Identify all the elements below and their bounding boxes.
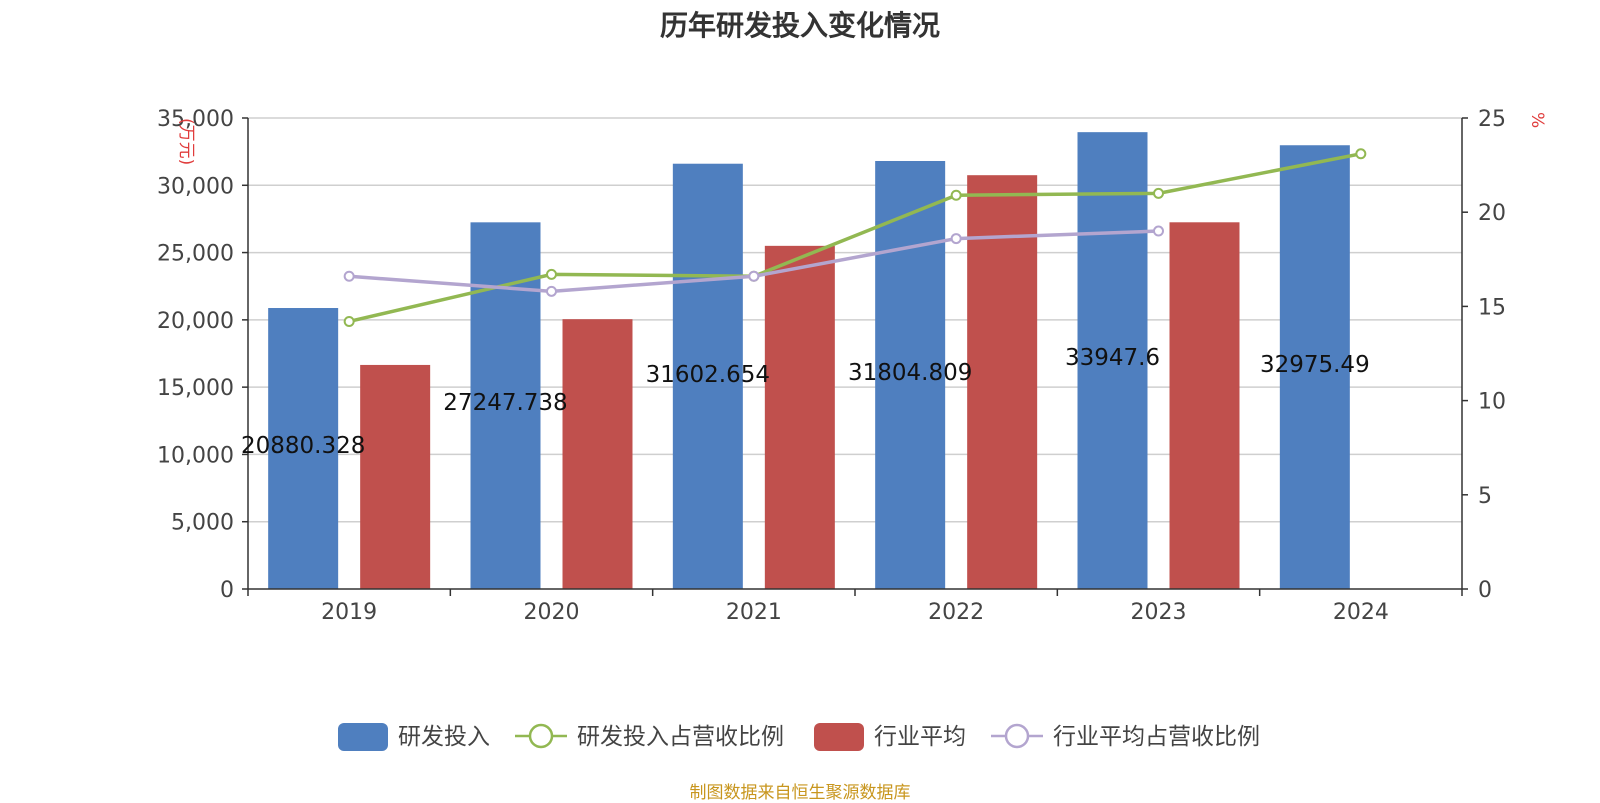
data-label-rd-investment: 31602.654 (646, 362, 770, 388)
point-rd-ratio (950, 189, 962, 201)
left-tick-label: 10,000 (157, 443, 234, 468)
point-industry-ratio (546, 285, 557, 297)
bar-rd-investment-2019 (268, 308, 339, 589)
legend-item-industry-average[interactable]: 行业平均 (814, 723, 966, 751)
point-rd-ratio (1153, 187, 1164, 199)
axes: 0 5,000 10,000 15,000 20,000 25,000 30,000 35,0… (157, 107, 1547, 625)
left-tick-label: 5,000 (171, 511, 234, 536)
chart-title: 历年研发投入变化情况 (659, 9, 940, 42)
x-tick-label: 2020 (524, 600, 580, 625)
footer-source: 制图数据来自恒生聚源数据库 (689, 783, 911, 803)
left-tick-label: 20,000 (157, 309, 234, 334)
bar-rd-investment-2021 (672, 163, 743, 589)
legend-item-rd-investment-label: 研发投入 (398, 724, 490, 750)
right-tick-label: 5 (1478, 484, 1492, 509)
point-rd-ratio (546, 268, 557, 280)
legend[interactable]: 研发投入 研发投入占营收比例 行业平均 行业平均占营收比例 (338, 723, 1260, 751)
point-industry-ratio (343, 270, 355, 282)
point-industry-ratio (1153, 225, 1164, 237)
bar-rd-investment-2023 (1077, 132, 1148, 589)
left-axis-unit: (万元) (176, 118, 196, 165)
line-rd-ratio (348, 152, 1362, 324)
x-tick-label: 2023 (1131, 600, 1187, 625)
lines (343, 148, 1367, 327)
legend-item-rd-investment[interactable]: 研发投入 (338, 723, 490, 751)
data-label-rd-investment: 31804.809 (848, 360, 972, 386)
legend-item-rd-ratio[interactable]: 研发投入占营收比例 (515, 723, 784, 750)
gridlines (248, 117, 1462, 523)
bar-industry-average-2023 (1169, 222, 1240, 590)
legend-item-rd-ratio-swatch-marker (528, 723, 554, 749)
legend-item-rd-investment-swatch (338, 723, 388, 751)
x-tick-label: 2022 (928, 600, 984, 625)
right-tick-label: 0 (1478, 578, 1492, 603)
legend-item-industry-ratio-label: 行业平均占营收比例 (1053, 724, 1260, 750)
right-tick-label: 25 (1478, 107, 1506, 132)
bar-industry-average-2021 (764, 245, 835, 590)
right-tick-label: 15 (1478, 295, 1506, 320)
data-label-rd-investment: 27247.738 (443, 390, 567, 416)
bar-rd-investment-2022 (875, 160, 946, 589)
legend-item-industry-ratio[interactable]: 行业平均占营收比例 (991, 723, 1260, 750)
data-labels: 20880.328 27247.738 31602.654 31804.809 3394… (241, 345, 1370, 459)
x-tick-label: 2021 (726, 600, 782, 625)
bars (268, 132, 1350, 590)
bar-industry-average-2022 (967, 175, 1038, 589)
x-tick-label: 2019 (321, 600, 377, 625)
point-industry-ratio (950, 233, 962, 245)
right-axis-unit: % (1527, 112, 1547, 128)
legend-item-rd-ratio-label: 研发投入占营收比例 (577, 724, 784, 750)
bar-industry-average-2019 (360, 364, 431, 589)
data-label-rd-investment: 32975.49 (1260, 352, 1370, 378)
legend-item-industry-average-label: 行业平均 (874, 724, 966, 750)
left-tick-label: 30,000 (157, 174, 234, 199)
left-tick-label: 35,000 (157, 107, 234, 132)
left-tick-label: 15,000 (157, 376, 234, 401)
point-rd-ratio (1355, 148, 1367, 160)
bar-rd-investment-2024 (1279, 145, 1350, 589)
x-tick-label: 2024 (1333, 600, 1389, 625)
data-label-rd-investment: 20880.328 (241, 433, 365, 459)
data-label-rd-investment: 33947.6 (1065, 345, 1160, 371)
bar-industry-average-2020 (562, 319, 633, 589)
left-tick-label: 25,000 (157, 242, 234, 267)
legend-item-industry-ratio-swatch-marker (1004, 723, 1030, 749)
point-rd-ratio (343, 315, 355, 327)
legend-item-industry-average-swatch (814, 723, 864, 751)
right-tick-label: 10 (1478, 390, 1506, 415)
right-tick-label: 20 (1478, 201, 1506, 226)
left-tick-label: 0 (220, 578, 234, 603)
point-industry-ratio (748, 270, 760, 282)
